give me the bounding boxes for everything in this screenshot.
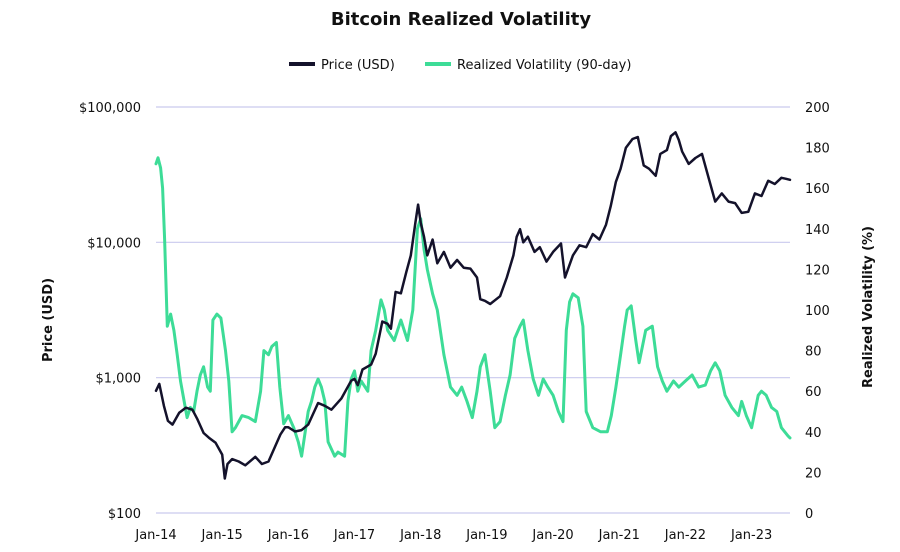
right-tick-label: 100	[805, 304, 830, 319]
right-tick-label: 20	[805, 466, 822, 481]
x-tick-label: Jan-17	[333, 528, 375, 543]
right-tick-label: 140	[805, 223, 830, 238]
gridlines	[156, 106, 790, 514]
right-tick-label: 200	[805, 101, 830, 116]
legend-volatility-label: Realized Volatility (90-day)	[457, 58, 631, 73]
left-tick-label: $100,000	[79, 101, 141, 116]
volatility-series-line	[154, 156, 792, 458]
x-tick-label: Jan-23	[730, 528, 772, 543]
right-tick-label: 120	[805, 263, 830, 278]
left-axis-label: Price (USD)	[41, 278, 56, 362]
chart-title: Bitcoin Realized Volatility	[331, 9, 592, 30]
right-tick-label: 160	[805, 182, 830, 197]
x-tick-label: Jan-21	[598, 528, 640, 543]
right-tick-label: 60	[805, 385, 822, 400]
right-axis-ticks: 0 20 40 60 80 100 120 140 160 180 200	[805, 101, 830, 522]
right-tick-label: 180	[805, 142, 830, 157]
right-tick-label: 0	[805, 507, 813, 522]
x-axis-ticks: Jan-14 Jan-15 Jan-16 Jan-17 Jan-18 Jan-19 Jan-…	[134, 528, 772, 543]
right-axis-label: Realized Volatility (%)	[861, 226, 876, 388]
x-tick-label: Jan-22	[664, 528, 706, 543]
x-tick-label: Jan-18	[399, 528, 441, 543]
price-series-line	[154, 131, 792, 480]
left-tick-label: $10,000	[87, 236, 141, 251]
x-tick-label: Jan-20	[531, 528, 573, 543]
right-tick-label: 80	[805, 345, 822, 360]
left-tick-label: $100	[108, 507, 141, 522]
right-tick-label: 40	[805, 426, 822, 441]
x-tick-label: Jan-16	[267, 528, 309, 543]
left-tick-label: $1,000	[96, 372, 142, 387]
legend: Price (USD) Realized Volatility (90-day)	[289, 58, 631, 73]
left-axis-ticks: $100 $1,000 $10,000 $100,000	[79, 101, 141, 522]
legend-price-label: Price (USD)	[321, 58, 395, 73]
x-tick-label: Jan-19	[465, 528, 507, 543]
x-tick-label: Jan-15	[201, 528, 243, 543]
x-tick-label: Jan-14	[134, 528, 176, 543]
